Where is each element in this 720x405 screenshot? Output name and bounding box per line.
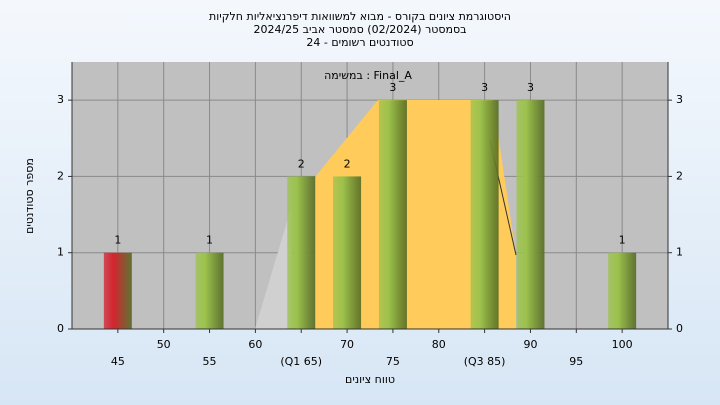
value-label: 2 — [298, 157, 305, 170]
bar — [287, 176, 316, 329]
bar — [378, 100, 407, 330]
distribution-area — [315, 100, 516, 329]
x-tick-label: (Q3 85) — [464, 355, 506, 368]
bar — [470, 100, 499, 330]
bar — [195, 252, 224, 329]
value-label: 3 — [389, 81, 396, 94]
bar — [608, 252, 637, 329]
y2-tick-label: 2 — [676, 169, 683, 182]
y-axis-label: מספר סטודנטים — [23, 158, 36, 234]
y2-tick-label: 3 — [676, 93, 683, 106]
chart-title: היסטוגרמת ציונים בקורס - מבוא למשוואות ד… — [209, 10, 511, 23]
y-tick-label: 2 — [57, 169, 64, 182]
y2-tick-label: 0 — [676, 322, 683, 335]
value-label: 3 — [527, 81, 534, 94]
x-tick-label: 100 — [612, 338, 633, 351]
chart-subtitle: סטודנטים רשומים - 24 — [306, 36, 413, 49]
bars — [103, 100, 637, 330]
x-axis-label: טווח ציונים — [345, 373, 395, 386]
x-tick-label: 90 — [523, 338, 537, 351]
y2-tick-label: 1 — [676, 246, 683, 259]
x-tick-label: 80 — [432, 338, 446, 351]
x-tick-label: 50 — [157, 338, 171, 351]
x-tick-label: 95 — [569, 355, 583, 368]
value-label: 1 — [619, 234, 626, 247]
x-tick-label: 45 — [111, 355, 125, 368]
y-tick-label: 3 — [57, 93, 64, 106]
x-tick-label: 70 — [340, 338, 354, 351]
value-label: 1 — [206, 234, 213, 247]
y-tick-label: 0 — [57, 322, 64, 335]
bar — [516, 100, 545, 330]
chart-subtitle: בסמסטר (02/2024) סמסטר אביב 2024/25 — [253, 23, 466, 36]
annotation: במשימה : Final_A — [324, 69, 412, 82]
value-label: 1 — [114, 234, 121, 247]
value-label: 2 — [344, 157, 351, 170]
value-label: 3 — [481, 81, 488, 94]
x-tick-label: 60 — [248, 338, 262, 351]
bar — [103, 252, 132, 329]
bar — [333, 176, 362, 329]
x-tick-label: (Q1 65) — [280, 355, 322, 368]
y-tick-label: 1 — [57, 246, 64, 259]
distribution-tail — [255, 205, 292, 329]
x-tick-label: 55 — [203, 355, 217, 368]
x-tick-label: 75 — [386, 355, 400, 368]
